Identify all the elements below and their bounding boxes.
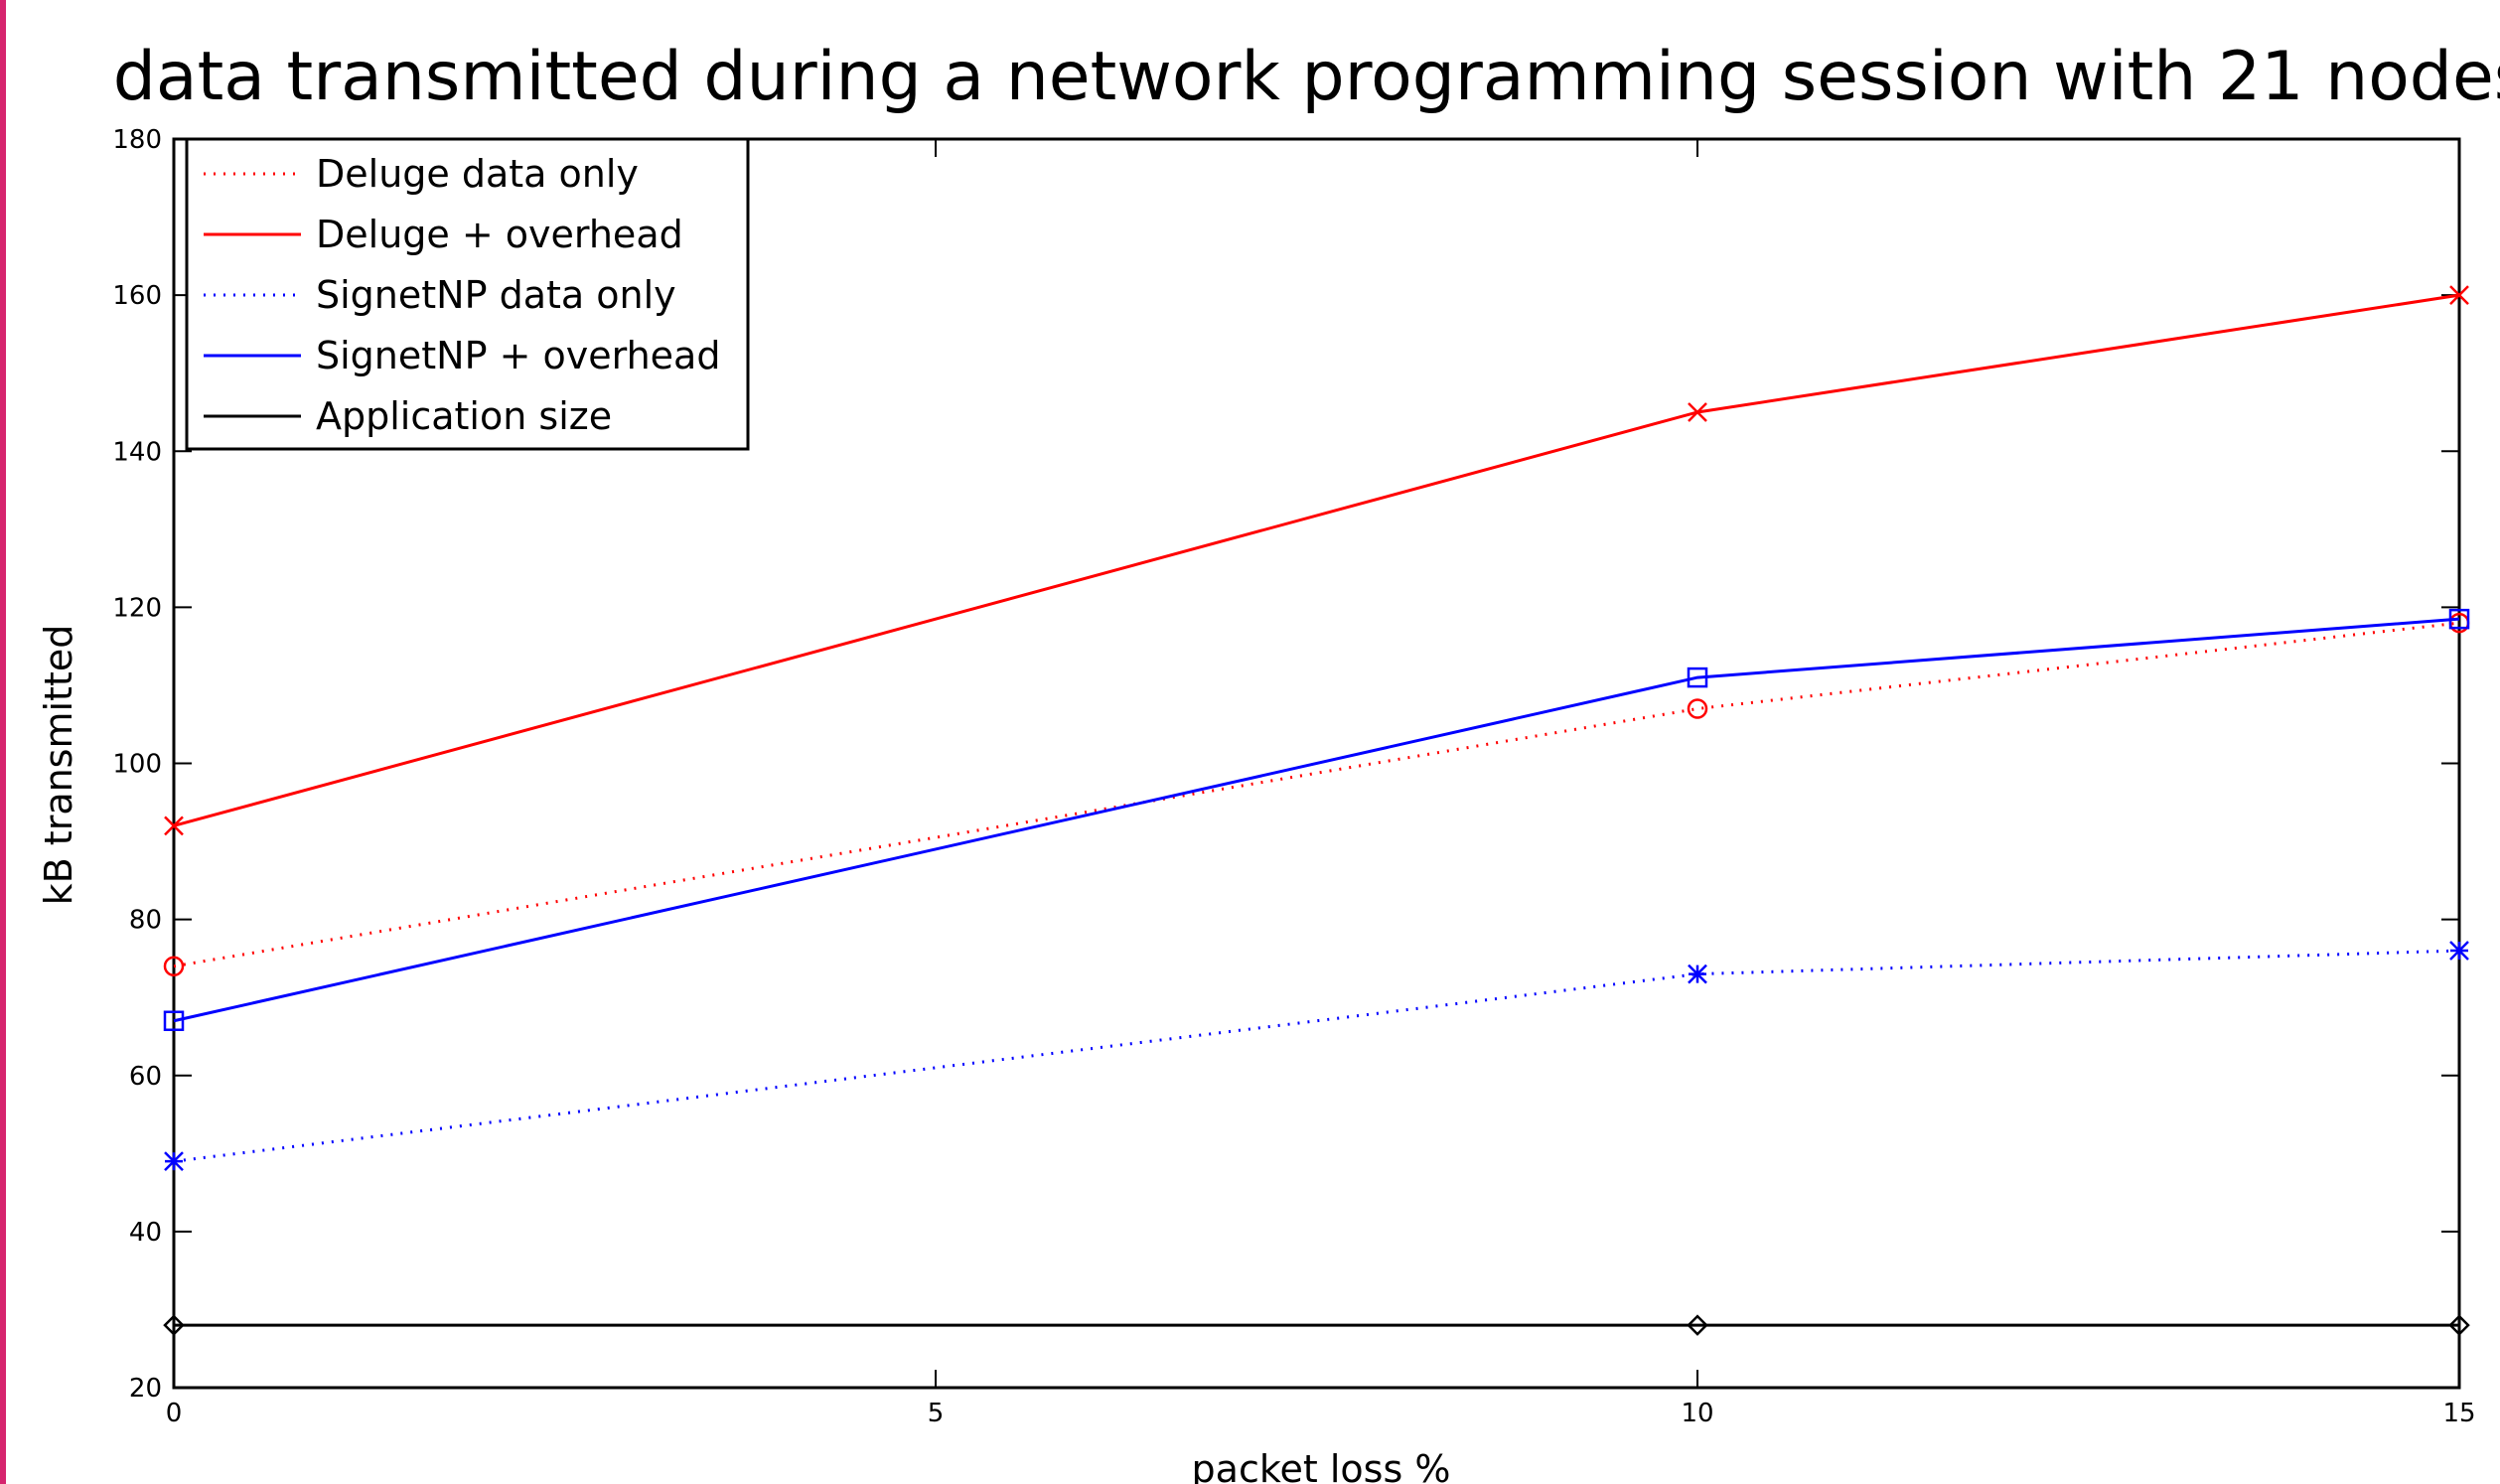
series-4	[163, 1314, 2470, 1336]
y-tick-label: 160	[112, 281, 162, 311]
data-point	[1687, 1314, 1708, 1336]
data-point	[2448, 608, 2470, 630]
y-tick-label: 120	[112, 593, 162, 623]
legend-label: SignetNP + overhead	[316, 334, 720, 377]
series-line	[173, 621, 2460, 968]
legend-item: Deluge + overhead	[204, 213, 683, 256]
data-point	[163, 956, 185, 977]
y-tick-label: 80	[129, 906, 162, 936]
y-tick-label: 40	[129, 1218, 162, 1248]
y-tick-label: 140	[112, 437, 162, 467]
x-axis-label: packet loss %	[1192, 1447, 1451, 1484]
data-point	[164, 1151, 184, 1172]
y-tick-label: 20	[129, 1374, 162, 1404]
series-1	[164, 285, 2469, 836]
data-point	[1688, 964, 1707, 984]
legend-item: Deluge data only	[204, 152, 639, 196]
data-point	[2449, 285, 2469, 306]
y-tick-label: 100	[112, 750, 162, 780]
y-tick-label: 180	[112, 125, 162, 155]
series-layer	[163, 285, 2470, 1336]
legend-label: Deluge + overhead	[316, 213, 683, 256]
series-line	[173, 617, 2460, 1023]
data-point	[1687, 667, 1708, 688]
x-tick-label: 5	[928, 1399, 945, 1428]
legend-box	[185, 137, 750, 451]
data-point	[1688, 402, 1707, 422]
chart-title: data transmitted during a network progra…	[113, 38, 2500, 116]
data-point	[2448, 1314, 2470, 1336]
legend-item: Application size	[204, 394, 612, 438]
legend-label: Deluge data only	[316, 152, 639, 196]
x-tick-label: 0	[166, 1399, 183, 1428]
legend-label: Application size	[316, 394, 612, 438]
series-0	[163, 612, 2470, 977]
axis-ticks: 0 5 10 15 20 40 60 80 100 120 140 160 180	[112, 125, 2475, 1428]
y-axis-label: kB transmitted	[37, 625, 80, 906]
legend-item: SignetNP + overhead	[204, 334, 720, 377]
legend-label: SignetNP data only	[316, 273, 676, 317]
series-2	[164, 941, 2469, 1172]
data-point	[163, 1314, 185, 1336]
data-point	[163, 1010, 185, 1032]
legend-item: SignetNP data only	[204, 273, 676, 317]
x-tick-label: 10	[1681, 1399, 1713, 1428]
series-line	[173, 949, 2460, 1163]
y-tick-label: 60	[129, 1062, 162, 1092]
data-point	[2449, 941, 2469, 961]
data-point	[164, 816, 184, 836]
x-tick-label: 15	[2442, 1399, 2475, 1428]
legend: Deluge data only Deluge + overhead SignetN…	[185, 137, 750, 451]
left-accent-bar	[0, 0, 6, 1484]
series-3	[163, 608, 2470, 1032]
data-point	[1687, 698, 1708, 719]
